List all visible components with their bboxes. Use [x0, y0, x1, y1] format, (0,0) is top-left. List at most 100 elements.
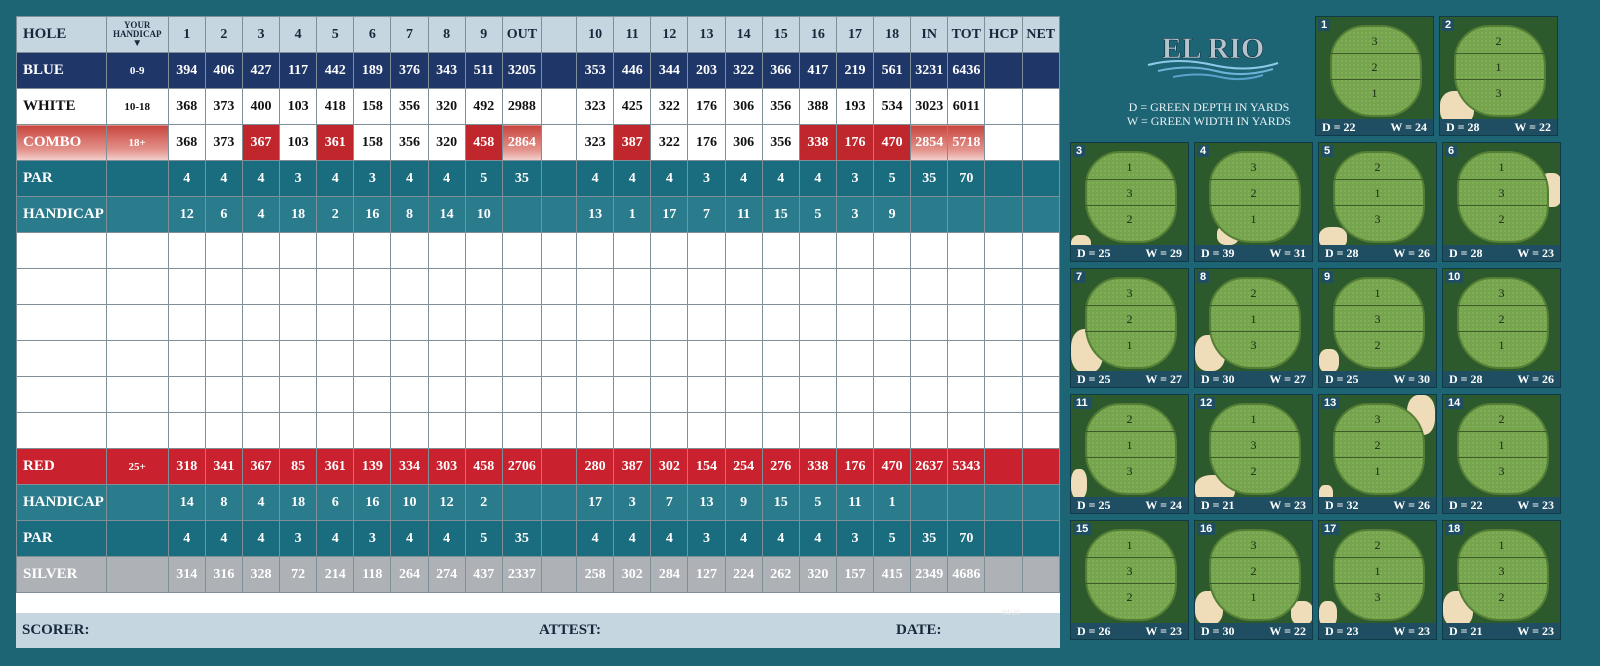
green-depth: D = 28 [1449, 245, 1483, 260]
green-diagram-hole-2: 2 1 3 2 D = 28 W = 22 [1439, 16, 1558, 136]
out-total: 35 [501, 520, 542, 557]
score-entry-cell [613, 268, 652, 305]
score-entry-row [16, 412, 1061, 449]
pin-zone-number: 1 [1126, 338, 1133, 352]
hole-yardage: 3 [353, 160, 392, 197]
green-width: W = 23 [1145, 623, 1182, 638]
hole-yardage: 4 [241, 520, 281, 557]
pin-zone-number: 3 [1495, 86, 1502, 100]
hole-yardage: 373 [204, 124, 243, 161]
pin-zone-number: 2 [1374, 338, 1381, 352]
el-rio-logo: EL RIO [1147, 34, 1279, 81]
hole-yardage: 3 [613, 484, 652, 521]
green-dimensions: D = 25 W = 24 [1071, 497, 1188, 513]
tier-line [1209, 205, 1299, 206]
hole-yardage: 343 [427, 52, 466, 89]
score-entry-cell [501, 268, 542, 305]
pin-zone-number: 2 [1126, 212, 1133, 226]
score-entry-cell [427, 232, 466, 269]
hole-yardage: 5 [873, 520, 912, 557]
hole-yardage: 458 [464, 448, 503, 485]
pin-zone-number: 3 [1126, 464, 1133, 478]
hcp-cell [984, 160, 1023, 197]
pin-zone-number: 3 [1250, 160, 1257, 174]
score-entry-cell [724, 412, 763, 449]
green-shape [1457, 277, 1549, 369]
hole-yardage: 12 [167, 196, 206, 233]
hole-number-tag: 16 [1197, 523, 1216, 535]
gap-cell [540, 448, 578, 485]
pin-zone-number: 2 [1498, 412, 1505, 426]
pin-zone-number: 2 [1126, 312, 1133, 326]
hole-yardage: 4 [650, 520, 689, 557]
green-width: W = 22 [1269, 623, 1306, 638]
hole-yardage: 356 [390, 124, 429, 161]
hole-yardage: 11 [724, 196, 763, 233]
green-width: W = 30 [1393, 371, 1430, 386]
score-entry-cell [167, 376, 206, 413]
green-depth: D = 21 [1449, 623, 1483, 638]
tier-line [1085, 457, 1175, 458]
score-entry-row [16, 232, 1061, 269]
hole-yardage: 4 [761, 160, 800, 197]
hole-yardage: 103 [279, 124, 318, 161]
score-entry-cell [724, 268, 763, 305]
score-entry-cell [835, 376, 875, 413]
green-shape [1085, 151, 1177, 243]
score-entry-cell [241, 268, 281, 305]
hole-yardage: 103 [279, 88, 318, 125]
hole-yardage: 1 [873, 484, 912, 521]
pin-zone-number: 2 [1498, 212, 1505, 226]
score-entry-cell [984, 268, 1023, 305]
combo-row: COMBO 18+ 368 373 367 103 361 158 356 320 458 2864 3… [16, 124, 1061, 161]
hole-yardage: 376 [390, 52, 429, 89]
net-cell [1021, 556, 1061, 593]
hole-yardage: 418 [316, 88, 355, 125]
green-dimensions: D = 25 W = 30 [1319, 371, 1436, 387]
tier-line [1209, 557, 1299, 558]
out-total: 3205 [501, 52, 542, 89]
green-shape [1333, 151, 1425, 243]
tier-line [1454, 79, 1544, 80]
score-entry-cell [241, 304, 281, 341]
green-width: W = 27 [1269, 371, 1306, 386]
tier-line [1333, 179, 1423, 180]
tier-line [1085, 557, 1175, 558]
hole-number-header: 4 [279, 16, 318, 53]
green-depth: D = 22 [1449, 497, 1483, 512]
hcp-cell [984, 196, 1023, 233]
score-entry-cell [613, 412, 652, 449]
hole-yardage: 3 [353, 520, 392, 557]
score-entry-cell [1021, 340, 1061, 377]
tier-line [1085, 179, 1175, 180]
tier-line [1209, 331, 1299, 332]
score-entry-cell [540, 412, 578, 449]
hole-number-tag: 5 [1321, 145, 1334, 157]
tier-line [1457, 305, 1547, 306]
row-handicap-range [105, 196, 169, 233]
hole-yardage: 314 [167, 556, 206, 593]
green-width: W = 23 [1517, 497, 1554, 512]
hole-yardage: 7 [650, 484, 689, 521]
green-width: W = 23 [1517, 245, 1554, 260]
score-entry-cell [947, 412, 986, 449]
green-shape [1085, 403, 1177, 495]
pin-zone-number: 3 [1374, 590, 1381, 604]
score-entry-cell [167, 340, 206, 377]
white-row: WHITE 10-18 368 373 400 103 418 158 356 320 492 298… [16, 88, 1061, 125]
green-diagram-hole-17: 2 1 3 17 D = 23 W = 23 [1318, 520, 1437, 640]
hole-yardage: 4 [204, 520, 243, 557]
pin-zone-number: 3 [1374, 212, 1381, 226]
in-total [910, 196, 949, 233]
score-entry-cell [204, 268, 243, 305]
score-entry-cell [873, 232, 912, 269]
hcp2-row: HANDICAP 14 8 4 18 6 16 10 12 2 17 3 7 13 9 15 5 11 1 [16, 484, 1061, 521]
hcp-cell [984, 448, 1023, 485]
hole-yardage: 4 [390, 160, 429, 197]
score-entry-cell [798, 304, 837, 341]
score-entry-cell [204, 304, 243, 341]
green-depth: D = 25 [1325, 371, 1359, 386]
tier-line [1333, 305, 1423, 306]
hole-yardage: 154 [687, 448, 726, 485]
score-entry-cell [576, 340, 615, 377]
